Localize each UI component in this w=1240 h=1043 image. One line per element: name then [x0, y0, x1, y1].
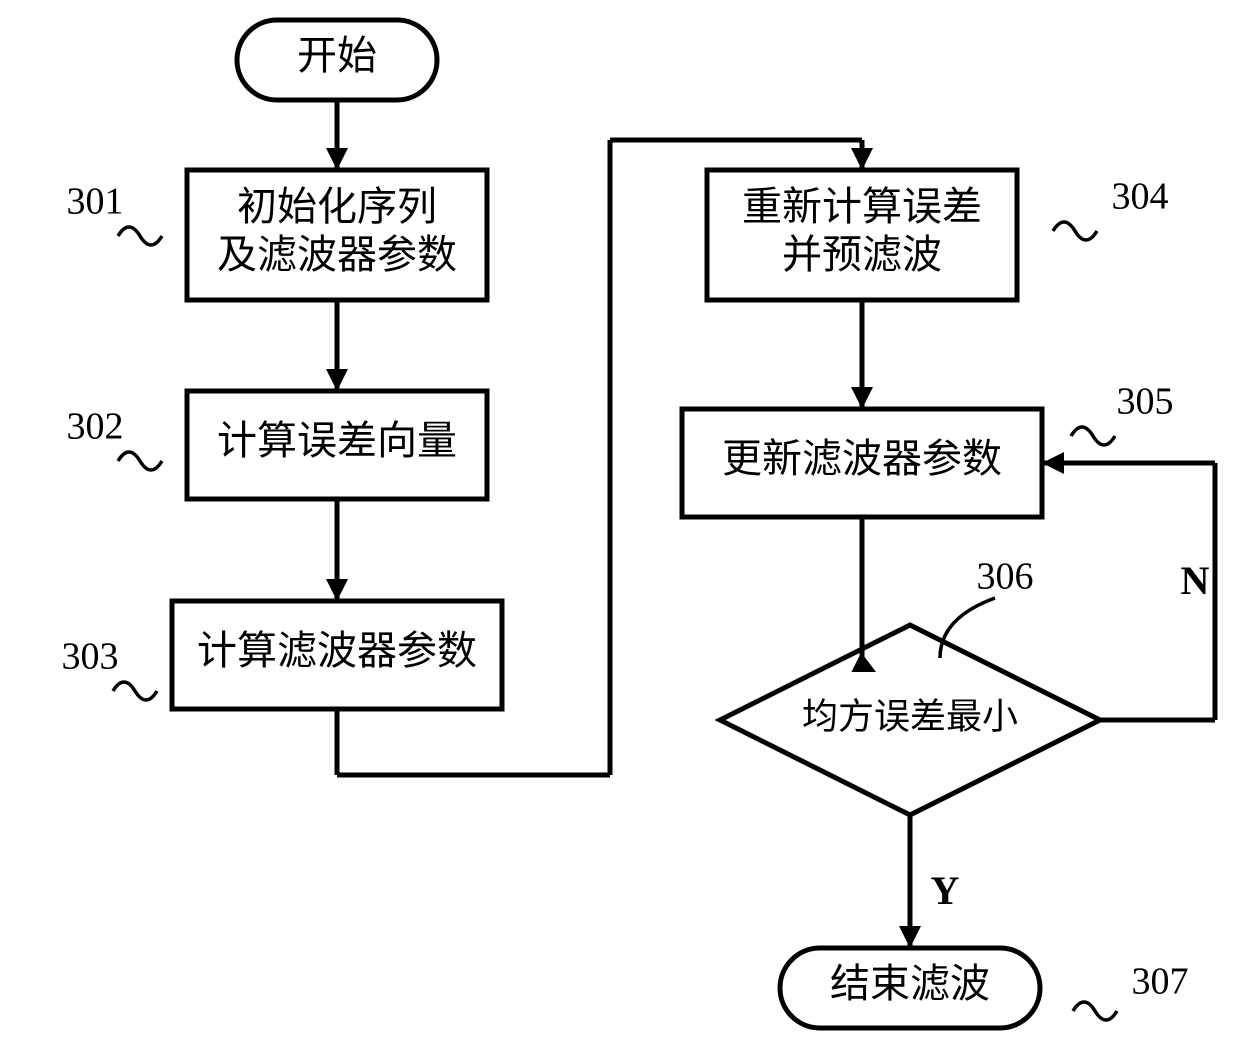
ref-306-leader [940, 598, 995, 658]
branch-Y: Y [931, 868, 960, 913]
process-b301-label: 初始化序列及滤波器参数 [217, 184, 457, 277]
svg-text:计算误差向量: 计算误差向量 [217, 418, 457, 463]
process-b304-label: 重新计算误差并预滤波 [742, 184, 982, 277]
arrowhead [899, 926, 921, 948]
arrowhead [851, 148, 873, 170]
ref-304: 304 [1112, 176, 1169, 218]
svg-text:结束滤波: 结束滤波 [830, 961, 990, 1006]
terminator-end-label: 结束滤波 [830, 961, 990, 1006]
ref-301-squiggle [118, 227, 162, 245]
process-b305-label: 更新滤波器参数 [722, 436, 1002, 481]
arrowhead [326, 579, 348, 601]
svg-text:均方误差最小: 均方误差最小 [802, 696, 1018, 736]
svg-text:重新计算误差: 重新计算误差 [742, 184, 982, 229]
svg-text:开始: 开始 [297, 33, 377, 78]
process-b303-label: 计算滤波器参数 [197, 628, 477, 673]
svg-text:更新滤波器参数: 更新滤波器参数 [722, 436, 1002, 481]
decision-d306-label: 均方误差最小 [802, 696, 1018, 736]
arrowhead [326, 148, 348, 170]
ref-302: 302 [67, 406, 124, 448]
ref-304-squiggle [1053, 222, 1097, 240]
ref-303: 303 [62, 636, 119, 678]
ref-307-squiggle [1073, 1002, 1117, 1020]
arrowhead [326, 369, 348, 391]
svg-text:并预滤波: 并预滤波 [782, 232, 942, 277]
ref-307: 307 [1132, 961, 1189, 1003]
ref-303-squiggle [113, 682, 157, 700]
svg-text:计算滤波器参数: 计算滤波器参数 [197, 628, 477, 673]
terminator-start-label: 开始 [297, 33, 377, 78]
ref-305-squiggle [1071, 427, 1115, 445]
arrowhead [851, 387, 873, 409]
ref-301: 301 [67, 181, 124, 223]
ref-302-squiggle [118, 452, 162, 470]
svg-text:及滤波器参数: 及滤波器参数 [217, 232, 457, 277]
process-b302-label: 计算误差向量 [217, 418, 457, 463]
ref-306: 306 [977, 556, 1034, 598]
branch-N: N [1181, 558, 1210, 603]
arrowhead [1042, 452, 1064, 474]
ref-305: 305 [1117, 381, 1174, 423]
svg-text:初始化序列: 初始化序列 [237, 184, 437, 229]
